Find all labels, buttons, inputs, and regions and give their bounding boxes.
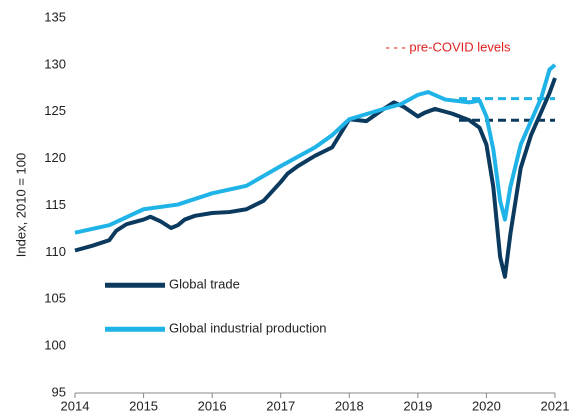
y-tick-label: 105: [44, 291, 66, 306]
y-tick-label: 115: [45, 197, 66, 212]
x-tick-label: 2018: [335, 398, 364, 413]
y-tick-label: 95: [52, 384, 66, 399]
x-tick-label: 2020: [472, 398, 501, 413]
legend-label: Global industrial production: [169, 321, 327, 336]
legend-label: Global trade: [169, 277, 240, 292]
series-line: [74, 63, 557, 235]
x-tick-label: 2017: [266, 398, 295, 413]
x-tick-label: 2016: [198, 398, 227, 413]
series-line: [74, 77, 557, 279]
x-tick-label: 2015: [129, 398, 158, 413]
y-axis-label: Index, 2010 = 100: [13, 153, 28, 257]
y-tick-label: 120: [44, 150, 66, 165]
x-tick-label: 2014: [61, 398, 90, 413]
x-tick-label: 2021: [541, 398, 570, 413]
x-tick-label: 2019: [403, 398, 432, 413]
y-tick-label: 125: [44, 103, 66, 118]
annotation: - - - pre-COVID levels: [386, 39, 511, 54]
y-tick-label: 110: [45, 244, 66, 259]
y-tick-label: 130: [44, 56, 66, 71]
y-tick-label: 135: [44, 9, 66, 24]
y-tick-label: 100: [44, 338, 66, 353]
